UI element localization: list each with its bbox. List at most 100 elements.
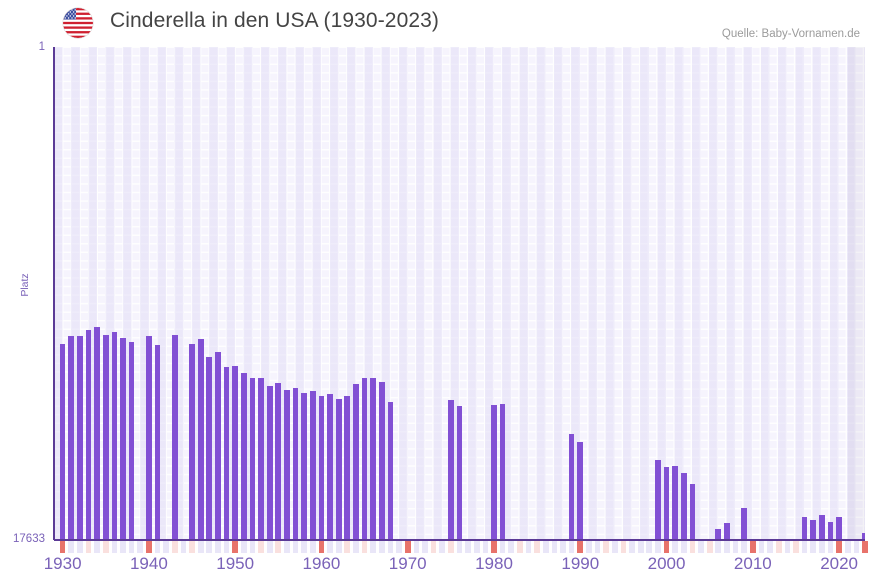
- bar-1953[interactable]: [258, 378, 264, 540]
- x-marker-2013: [775, 541, 782, 553]
- bar-1999[interactable]: [655, 460, 661, 540]
- bar-1933[interactable]: [85, 330, 92, 540]
- x-marker-1939: [137, 541, 144, 553]
- bar-2000[interactable]: [663, 467, 670, 540]
- x-marker-1938: [128, 541, 135, 553]
- x-marker-2018: [819, 541, 825, 553]
- bar-1950[interactable]: [232, 366, 239, 540]
- bar-1937[interactable]: [120, 338, 126, 540]
- bar-1932[interactable]: [77, 336, 83, 540]
- plot-area: [54, 47, 865, 540]
- bar-2019[interactable]: [827, 522, 834, 540]
- bar-1941[interactable]: [154, 345, 161, 540]
- x-marker-1962: [335, 541, 342, 553]
- bar-1957[interactable]: [292, 388, 299, 540]
- x-marker-1957: [292, 541, 299, 553]
- bar-2006[interactable]: [715, 529, 722, 540]
- bar-1952[interactable]: [249, 378, 256, 540]
- x-marker-1937: [120, 541, 126, 553]
- bar-2009[interactable]: [741, 508, 748, 540]
- x-marker-1978: [473, 541, 480, 553]
- x-marker-2021: [844, 541, 851, 553]
- chart-title: Cinderella in den USA (1930-2023): [110, 9, 440, 32]
- bar-1930[interactable]: [59, 344, 66, 540]
- x-marker-1977: [465, 541, 471, 553]
- bar-1938[interactable]: [128, 342, 135, 540]
- bar-2023[interactable]: [862, 533, 865, 540]
- bar-1964[interactable]: [353, 384, 359, 540]
- bar-1980[interactable]: [491, 405, 497, 540]
- bar-1956[interactable]: [284, 390, 290, 540]
- bar-2001[interactable]: [672, 466, 679, 540]
- x-marker-1949: [223, 541, 230, 553]
- bar-1976[interactable]: [456, 406, 463, 540]
- bar-1958[interactable]: [301, 393, 308, 540]
- bar-2020[interactable]: [836, 517, 842, 540]
- bar-2016[interactable]: [801, 517, 808, 540]
- x-marker-1987: [551, 541, 558, 553]
- bar-1940[interactable]: [146, 336, 152, 540]
- x-marker-1986: [542, 541, 549, 553]
- bar-1931[interactable]: [68, 336, 75, 540]
- x-marker-1970: [404, 541, 411, 553]
- x-marker-2008: [732, 541, 739, 553]
- x-marker-2014: [784, 541, 791, 553]
- bar-1947[interactable]: [206, 357, 213, 540]
- bar-1968[interactable]: [387, 402, 394, 540]
- bar-1966[interactable]: [370, 378, 377, 540]
- bar-1935[interactable]: [102, 335, 109, 540]
- bar-1945[interactable]: [189, 344, 195, 540]
- bar-1981[interactable]: [499, 404, 506, 540]
- bar-1963[interactable]: [344, 396, 351, 540]
- x-marker-1944: [180, 541, 187, 553]
- x-marker-2009: [741, 541, 748, 553]
- bar-1965[interactable]: [361, 378, 368, 540]
- bar-1954[interactable]: [266, 386, 273, 540]
- x-tick-label-1930: 1930: [43, 554, 82, 573]
- x-marker-2022: [853, 541, 860, 553]
- bar-1955[interactable]: [275, 383, 282, 540]
- bar-2017[interactable]: [810, 520, 817, 540]
- x-marker-1947: [206, 541, 213, 553]
- bar-2002[interactable]: [680, 473, 687, 540]
- bar-1946[interactable]: [197, 339, 204, 540]
- bar-1962[interactable]: [335, 399, 342, 540]
- x-marker-1935: [102, 541, 109, 553]
- x-marker-1973: [430, 541, 437, 553]
- x-tick-label-1950: 1950: [216, 554, 255, 573]
- x-marker-1990: [577, 541, 584, 553]
- x-marker-1974: [439, 541, 446, 553]
- bar-1951[interactable]: [240, 373, 247, 540]
- x-marker-1955: [275, 541, 282, 553]
- x-marker-2001: [672, 541, 679, 553]
- x-tick-label-1970: 1970: [388, 554, 427, 573]
- x-marker-1943: [171, 541, 178, 553]
- bar-2003[interactable]: [689, 484, 696, 540]
- bar-1943[interactable]: [171, 335, 178, 540]
- bar-2018[interactable]: [819, 515, 825, 540]
- x-marker-1948: [215, 541, 221, 553]
- bar-1934[interactable]: [94, 327, 100, 540]
- bar-1960[interactable]: [318, 396, 325, 540]
- x-marker-1961: [327, 541, 333, 553]
- x-marker-1950: [232, 541, 239, 553]
- bar-1961[interactable]: [327, 394, 333, 540]
- x-marker-1930: [59, 541, 66, 553]
- bar-1990[interactable]: [577, 442, 584, 540]
- x-marker-2007: [724, 541, 730, 553]
- bar-1949[interactable]: [223, 367, 230, 540]
- bar-2007[interactable]: [724, 523, 730, 540]
- x-axis-marker-strip: [54, 541, 868, 553]
- bar-1989[interactable]: [568, 434, 575, 540]
- x-marker-1992: [594, 541, 601, 553]
- x-marker-1985: [534, 541, 540, 553]
- bar-1936[interactable]: [111, 332, 118, 540]
- x-marker-1971: [413, 541, 420, 553]
- bar-1975[interactable]: [448, 400, 454, 540]
- x-marker-1941: [154, 541, 161, 553]
- bar-1967[interactable]: [379, 382, 385, 540]
- bar-1948[interactable]: [215, 352, 221, 540]
- x-marker-1998: [646, 541, 653, 553]
- bar-1959[interactable]: [309, 391, 316, 540]
- x-marker-1983: [517, 541, 523, 553]
